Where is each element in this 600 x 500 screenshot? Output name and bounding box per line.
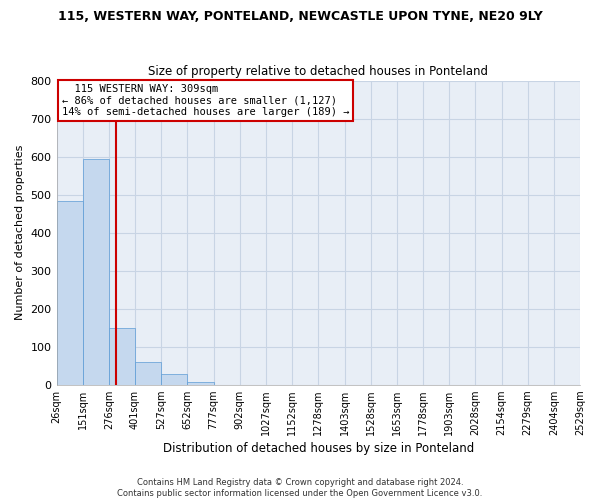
Y-axis label: Number of detached properties: Number of detached properties <box>15 145 25 320</box>
Bar <box>109 328 135 384</box>
Bar <box>135 362 161 384</box>
Text: 115 WESTERN WAY: 309sqm
← 86% of detached houses are smaller (1,127)
14% of semi: 115 WESTERN WAY: 309sqm ← 86% of detache… <box>62 84 349 117</box>
Bar <box>56 201 83 384</box>
X-axis label: Distribution of detached houses by size in Ponteland: Distribution of detached houses by size … <box>163 442 474 455</box>
Bar <box>187 382 214 384</box>
Bar <box>161 374 187 384</box>
Text: Contains HM Land Registry data © Crown copyright and database right 2024.
Contai: Contains HM Land Registry data © Crown c… <box>118 478 482 498</box>
Title: Size of property relative to detached houses in Ponteland: Size of property relative to detached ho… <box>148 66 488 78</box>
Text: 115, WESTERN WAY, PONTELAND, NEWCASTLE UPON TYNE, NE20 9LY: 115, WESTERN WAY, PONTELAND, NEWCASTLE U… <box>58 10 542 23</box>
Bar <box>83 159 109 384</box>
